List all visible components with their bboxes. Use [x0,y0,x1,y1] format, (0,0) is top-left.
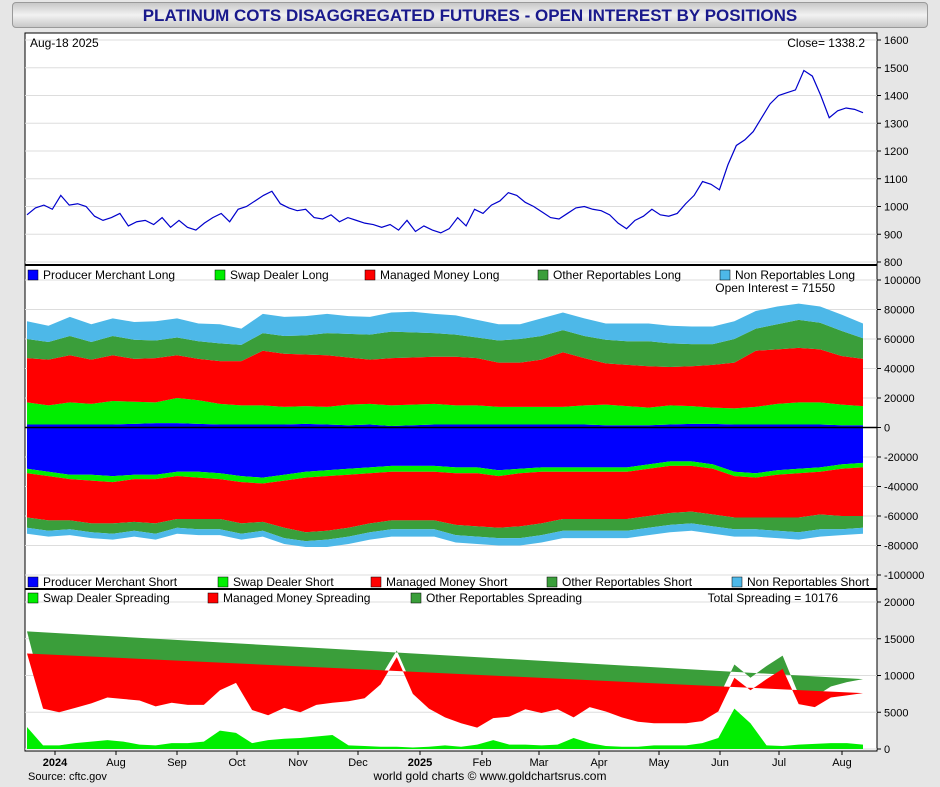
legend-swatch [27,576,39,588]
credit-label: world gold charts © www.goldchartsrus.co… [373,769,607,783]
non-reportables-long-area [27,303,863,345]
legend-entry: Producer Merchant Long [43,268,175,282]
legend-swatch [719,269,731,281]
legend-entry: Non Reportables Long [735,268,855,282]
y-tick-label: 800 [884,257,902,269]
y-tick-label: -20000 [884,452,918,464]
y-tick-label: -80000 [884,541,918,553]
price-panel: Aug-18 2025 Close= 1338.2 800 900 1000 1100… [25,35,908,269]
close-label: Close= 1338.2 [787,36,865,50]
legend-swatch [731,576,743,588]
legend-swatch [370,576,382,588]
legend-swatch [217,576,229,588]
legend-entry: Managed Money Long [380,268,499,282]
x-tick-label: Nov [288,757,308,769]
x-tick-label: Oct [228,757,245,769]
legend-swatch [27,269,39,281]
source-label: Source: cftc.gov [28,771,107,783]
y-tick-label: 1500 [884,63,908,75]
total-spreading-label: Total Spreading = 10176 [708,591,839,605]
y-tick-label: 0 [884,423,890,435]
y-tick-label: 40000 [884,364,915,376]
legend-swatch [207,592,219,604]
open-interest-panel: Producer Merchant Long Swap Dealer Long Ma… [25,268,924,589]
legend-swatch [537,269,549,281]
x-tick-label: Feb [473,757,492,769]
x-tick-label: Mar [530,757,549,769]
date-label: Aug-18 2025 [30,36,99,50]
managed-money-short-area [27,465,863,533]
y-tick-label: 15000 [884,634,915,646]
x-tick-label: 2024 [43,757,68,769]
legend-entry: Non Reportables Short [747,575,870,589]
swap-dealer-spreading-area [27,708,863,749]
x-tick-label: Sep [167,757,187,769]
y-tick-label: 1100 [884,174,908,186]
legend-long: Producer Merchant Long Swap Dealer Long Ma… [27,268,855,282]
managed-money-spreading-area [27,653,863,728]
x-tick-label: Jun [711,757,729,769]
legend-entry: Other Reportables Spreading [426,591,582,605]
y-tick-label: 1400 [884,91,908,103]
y-tick-label: 1300 [884,118,908,130]
x-tick-label: 2025 [408,757,432,769]
legend-entry: Swap Dealer Spreading [43,591,170,605]
page-title: PLATINUM COTS DISAGGREGATED FUTURES - OP… [12,2,928,28]
y-tick-label: 5000 [884,707,908,719]
x-tick-label: Aug [106,757,126,769]
swap-dealer-long-area [27,398,863,427]
legend-entry: Producer Merchant Short [43,575,178,589]
y-tick-label: -40000 [884,482,918,494]
legend-spreading: Swap Dealer Spreading Managed Money Sprea… [27,591,582,605]
y-tick-label: -100000 [884,570,924,582]
price-line [26,69,864,234]
non-reportables-short-area [27,523,863,547]
y-tick-label: 0 [884,744,890,756]
legend-entry: Managed Money Spreading [223,591,370,605]
legend-swatch [546,576,558,588]
legend-entry: Other Reportables Long [553,268,681,282]
x-tick-label: May [649,757,670,769]
managed-money-long-area [27,347,863,409]
producer-merchant-long-area [27,423,863,428]
y-tick-label: -60000 [884,511,918,523]
x-tick-label: Apr [590,757,607,769]
legend-swatch [27,592,39,604]
legend-entry: Other Reportables Short [562,575,693,589]
other-reportables-short-area [27,511,863,542]
y-tick-label: 1600 [884,35,908,47]
producer-merchant-short-area [27,427,863,478]
legend-entry: Swap Dealer Long [230,268,329,282]
y-tick-label: 10000 [884,671,915,683]
x-tick-label: Aug [832,757,852,769]
swap-dealer-short-area [27,461,863,484]
legend-entry: Managed Money Short [386,575,508,589]
y-tick-label: 80000 [884,305,915,317]
legend-swatch [364,269,376,281]
x-tick-label: Dec [348,757,368,769]
legend-entry: Swap Dealer Short [233,575,334,589]
other-reportables-long-area [27,319,863,368]
y-tick-label: 1000 [884,202,908,214]
spreading-panel: Swap Dealer Spreading Managed Money Sprea… [25,591,915,756]
open-interest-label: Open Interest = 71550 [715,281,835,295]
x-axis: 2024 Aug Sep Oct Nov Dec 2025 Feb Mar Apr May Jun Ju… [43,751,852,769]
legend-short: Producer Merchant Short Swap Dealer Short… [27,575,870,589]
y-tick-label: 20000 [884,393,915,405]
y-tick-label: 20000 [884,597,915,609]
y-tick-label: 900 [884,229,902,241]
x-tick-label: Jul [772,757,786,769]
y-tick-label: 100000 [884,275,921,287]
legend-swatch [214,269,226,281]
legend-swatch [410,592,422,604]
y-tick-label: 1200 [884,146,908,158]
y-tick-label: 60000 [884,334,915,346]
